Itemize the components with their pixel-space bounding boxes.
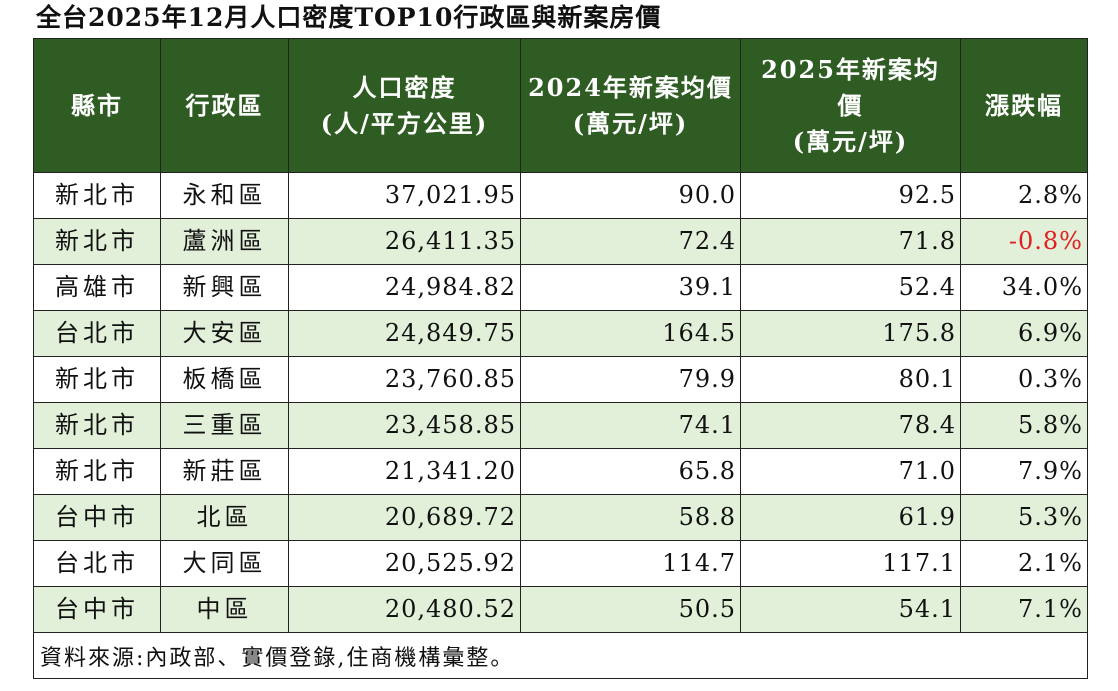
cell-district: 大安區 [160,310,289,357]
cell-density: 24,849.75 [288,310,521,357]
table-row: 新北市 蘆洲區 26,411.35 72.4 71.8 -0.8% [33,218,1088,265]
header-density: 人口密度 (人/平方公里) [288,38,521,173]
cell-price2025: 92.5 [740,172,961,219]
cell-price2025: 52.4 [740,264,961,311]
cell-change: -0.8% [960,218,1088,265]
cell-change: 7.9% [960,448,1088,495]
cell-density: 37,021.95 [288,172,521,219]
cell-change: 5.3% [960,494,1088,541]
cell-price2025: 117.1 [740,540,961,587]
cell-county: 台中市 [33,586,161,633]
cell-change: 0.3% [960,356,1088,403]
cell-price2025: 80.1 [740,356,961,403]
table-row: 新北市 永和區 37,021.95 90.0 92.5 2.8% [33,172,1088,219]
cell-district: 三重區 [160,402,289,449]
cell-density: 26,411.35 [288,218,521,265]
cell-price2024: 72.4 [520,218,741,265]
header-price2025-label: 2025年新案均 價 (萬元/坪) [761,54,940,156]
cell-district: 新莊區 [160,448,289,495]
cell-district: 大同區 [160,540,289,587]
cell-change: 6.9% [960,310,1088,357]
table-row: 台北市 大同區 20,525.92 114.7 117.1 2.1% [33,540,1088,587]
source-row: 資料來源:內政部、實價登錄,住商機構彙整。 [33,632,1088,679]
source-note: 資料來源:內政部、實價登錄,住商機構彙整。 [33,632,1088,679]
cell-price2024: 114.7 [520,540,741,587]
cell-change: 5.8% [960,402,1088,449]
table-row: 台中市 中區 20,480.52 50.5 54.1 7.1% [33,586,1088,633]
cell-county: 新北市 [33,356,161,403]
header-change: 漲跌幅 [960,38,1088,173]
header-county-label: 縣市 [71,90,123,120]
cell-county: 新北市 [33,172,161,219]
header-price2025: 2025年新案均 價 (萬元/坪) [740,38,961,173]
table-row: 高雄市 新興區 24,984.82 39.1 52.4 34.0% [33,264,1088,311]
cell-price2024: 164.5 [520,310,741,357]
cell-price2025: 71.8 [740,218,961,265]
table-row: 台北市 大安區 24,849.75 164.5 175.8 6.9% [33,310,1088,357]
cell-price2025: 175.8 [740,310,961,357]
table-row: 台中市 北區 20,689.72 58.8 61.9 5.3% [33,494,1088,541]
cell-district: 板橋區 [160,356,289,403]
header-change-label: 漲跌幅 [985,90,1063,120]
cell-county: 台北市 [33,310,161,357]
cell-price2024: 65.8 [520,448,741,495]
cell-density: 20,480.52 [288,586,521,633]
table-row: 新北市 三重區 23,458.85 74.1 78.4 5.8% [33,402,1088,449]
cell-county: 新北市 [33,218,161,265]
cell-change: 34.0% [960,264,1088,311]
header-district: 行政區 [160,38,289,173]
cell-change: 2.8% [960,172,1088,219]
header-district-label: 行政區 [185,90,264,120]
cell-density: 20,525.92 [288,540,521,587]
cell-price2024: 79.9 [520,356,741,403]
cell-price2024: 50.5 [520,586,741,633]
cell-density: 20,689.72 [288,494,521,541]
cell-district: 北區 [160,494,289,541]
cell-district: 永和區 [160,172,289,219]
data-table: 縣市 行政區 人口密度 (人/平方公里) 2024年新案均價 (萬元/坪) 20… [33,38,1088,679]
cell-district: 蘆洲區 [160,218,289,265]
cell-county: 台北市 [33,540,161,587]
table-row: 新北市 新莊區 21,341.20 65.8 71.0 7.9% [33,448,1088,495]
cell-price2024: 90.0 [520,172,741,219]
cell-district: 新興區 [160,264,289,311]
cell-density: 21,341.20 [288,448,521,495]
table-row: 新北市 板橋區 23,760.85 79.9 80.1 0.3% [33,356,1088,403]
cell-change: 2.1% [960,540,1088,587]
cell-price2025: 54.1 [740,586,961,633]
header-county: 縣市 [33,38,161,173]
cell-price2025: 78.4 [740,402,961,449]
header-density-label: 人口密度 (人/平方公里) [320,72,489,138]
header-row: 縣市 行政區 人口密度 (人/平方公里) 2024年新案均價 (萬元/坪) 20… [33,38,1088,173]
cell-price2024: 74.1 [520,402,741,449]
cell-price2025: 61.9 [740,494,961,541]
cell-density: 23,458.85 [288,402,521,449]
header-price2024-label: 2024年新案均價 (萬元/坪) [528,72,733,138]
cell-price2024: 58.8 [520,494,741,541]
cell-district: 中區 [160,586,289,633]
cell-price2024: 39.1 [520,264,741,311]
cell-density: 24,984.82 [288,264,521,311]
cell-county: 新北市 [33,448,161,495]
cell-county: 新北市 [33,402,161,449]
cell-change: 7.1% [960,586,1088,633]
header-price2024: 2024年新案均價 (萬元/坪) [520,38,741,173]
cell-density: 23,760.85 [288,356,521,403]
cell-price2025: 71.0 [740,448,961,495]
page-title: 全台2025年12月人口密度TOP10行政區與新案房價 [36,3,662,32]
table-body: 新北市 永和區 37,021.95 90.0 92.5 2.8% 新北市 蘆洲區 26,411.… [33,172,1088,633]
cell-county: 台中市 [33,494,161,541]
cell-county: 高雄市 [33,264,161,311]
